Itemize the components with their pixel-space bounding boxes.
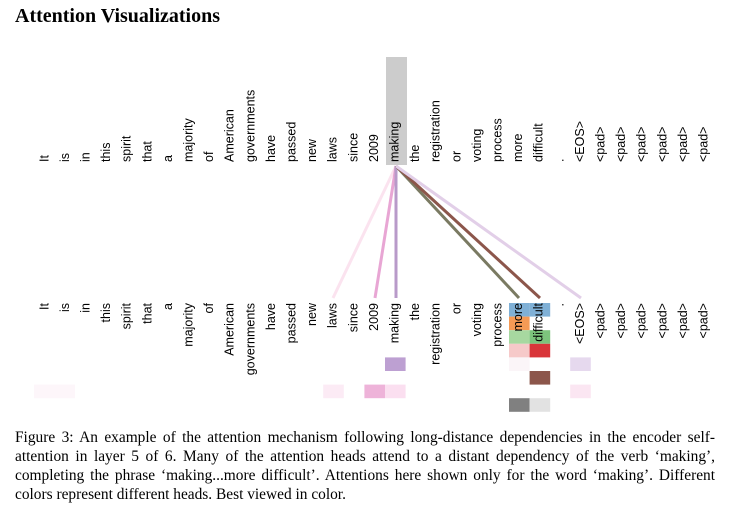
target-token: is [58, 303, 72, 312]
attention-line [373, 165, 398, 299]
source-token: . [552, 159, 566, 162]
source-token: <pad> [635, 127, 649, 162]
source-token: <pad> [614, 127, 628, 162]
source-token: passed [284, 122, 298, 162]
target-token: have [264, 303, 278, 330]
attention-cell [509, 398, 530, 412]
attention-cell [323, 384, 344, 399]
attention-cell [509, 343, 530, 358]
source-token: this [99, 143, 113, 162]
source-token: <pad> [696, 127, 710, 162]
target-token: new [305, 302, 319, 326]
attention-line [395, 164, 582, 300]
source-token: registration [429, 100, 443, 162]
source-token: laws [326, 137, 340, 162]
target-token: in [78, 303, 92, 313]
attention-figure: ItItisisininthisthisspiritspiritthatthat… [34, 57, 711, 412]
target-token: <pad> [614, 303, 628, 338]
attention-lines [331, 164, 582, 300]
source-token: since [346, 133, 360, 162]
source-token: voting [470, 129, 484, 162]
source-token: more [511, 133, 525, 162]
target-token: passed [284, 303, 298, 343]
source-token: <pad> [593, 127, 607, 162]
target-token: 2009 [367, 303, 381, 331]
target-token: <pad> [655, 303, 669, 338]
attention-cell [529, 398, 551, 412]
attention-line [394, 164, 542, 300]
source-token: that [140, 141, 154, 162]
target-token: <pad> [696, 303, 710, 338]
source-token: a [161, 155, 175, 162]
target-token: of [202, 302, 216, 313]
attention-line [331, 165, 398, 299]
source-token: <EOS> [573, 121, 587, 162]
source-token: <pad> [655, 127, 669, 162]
attention-cell [385, 384, 406, 399]
target-token: . [552, 303, 566, 306]
target-token: laws [326, 303, 340, 328]
target-token: this [99, 303, 113, 322]
source-token: governments [243, 90, 257, 162]
query-highlight [386, 57, 407, 165]
target-token: <pad> [676, 303, 690, 338]
target-token: <pad> [635, 303, 649, 338]
source-token: 2009 [367, 134, 381, 162]
target-token: that [140, 302, 154, 323]
source-token: It [37, 155, 51, 162]
attention-cell [509, 316, 530, 331]
source-token: new [305, 138, 319, 162]
attention-cell [529, 371, 551, 385]
target-token: governments [243, 303, 257, 375]
target-token: the [408, 303, 422, 320]
target-token: <EOS> [573, 303, 587, 344]
source-token: making [387, 122, 401, 162]
attention-cell [385, 357, 406, 371]
target-token: a [161, 303, 175, 310]
attention-cell [529, 343, 551, 358]
attention-cell [509, 330, 530, 344]
source-token: American [223, 109, 237, 162]
target-token: American [223, 303, 237, 356]
target-token: process [490, 303, 504, 347]
attention-cell [529, 330, 551, 344]
source-token: process [490, 118, 504, 162]
target-token: making [387, 303, 401, 343]
target-token: since [346, 303, 360, 332]
figure-caption: Figure 3: An example of the attention me… [15, 429, 715, 503]
target-token: registration [429, 303, 443, 365]
source-token: the [408, 145, 422, 162]
source-token: have [264, 135, 278, 162]
target-token: <pad> [593, 303, 607, 338]
target-token: more [511, 303, 525, 332]
source-token: is [58, 153, 72, 162]
source-token: difficult [532, 123, 546, 162]
attention-cell [364, 384, 385, 399]
target-token: spirit [120, 302, 134, 329]
figure-title: Attention Visualizations [15, 5, 221, 27]
attention-cell [34, 384, 75, 399]
target-token: majority [181, 302, 195, 347]
source-token: spirit [120, 135, 134, 162]
target-token: or [449, 303, 463, 314]
target-token: voting [470, 303, 484, 336]
attention-cells [34, 303, 591, 412]
source-token: or [449, 151, 463, 162]
target-token: difficult [532, 302, 546, 341]
attention-cell [509, 303, 530, 317]
source-token: in [78, 152, 92, 162]
target-token: It [37, 302, 51, 309]
attention-line [394, 164, 521, 300]
source-token: of [202, 151, 216, 162]
attention-cell [529, 303, 551, 317]
attention-cell [570, 384, 591, 399]
attention-cell [509, 357, 530, 371]
attention-cell [570, 357, 591, 371]
source-token: <pad> [676, 127, 690, 162]
source-token: majority [181, 117, 195, 162]
